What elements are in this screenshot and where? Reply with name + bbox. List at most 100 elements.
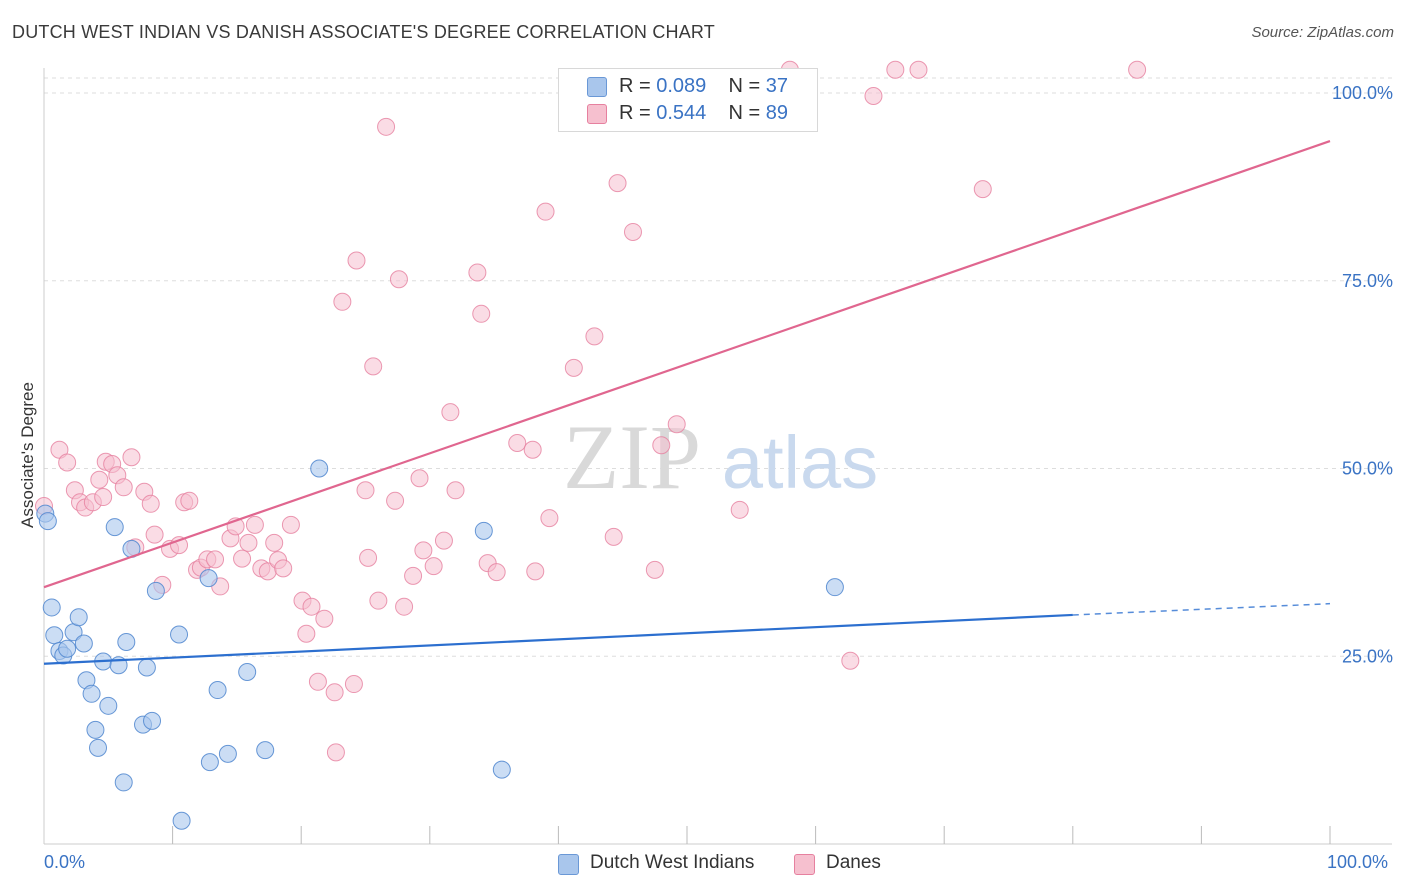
danes-point xyxy=(1128,60,1147,79)
danes-point xyxy=(356,481,375,500)
danes-point xyxy=(608,174,627,193)
dutch-west-indians-point xyxy=(105,518,124,537)
dutch-west-indians-point xyxy=(114,773,133,792)
danes-point xyxy=(472,304,491,323)
danes-point xyxy=(315,609,334,628)
danes-point xyxy=(667,415,686,434)
danes-point xyxy=(377,117,396,136)
dutch-west-indians-point xyxy=(238,663,257,682)
axes xyxy=(43,68,1392,845)
danes-point xyxy=(325,683,344,702)
danes-point xyxy=(909,60,928,79)
danes-point xyxy=(180,491,199,510)
bottom-legend-swatch-pink xyxy=(794,854,815,875)
dutch-west-indians-point xyxy=(310,459,329,478)
legend-r-label: R = xyxy=(619,102,657,124)
danes-point xyxy=(233,549,252,568)
danes-point xyxy=(864,87,883,106)
dutch-west-indians-point xyxy=(58,639,77,658)
y-axis-title: Associate's Degree xyxy=(18,382,37,528)
danes-point xyxy=(114,478,133,497)
danes-point xyxy=(487,563,506,582)
danes-point xyxy=(446,481,465,500)
watermark-atlas: atlas xyxy=(722,421,878,504)
dutch-west-indians-point xyxy=(172,811,191,830)
danes-point xyxy=(414,541,433,560)
y-tick-label: 50.0% xyxy=(1342,459,1393,479)
dutch-west-indians-points xyxy=(36,459,844,830)
legend-text: R = 0.089 N = 37 xyxy=(619,75,788,98)
dutch-west-indians-point xyxy=(218,744,237,763)
legend-swatch-pink xyxy=(587,104,607,124)
danes-point xyxy=(395,597,414,616)
danes-point xyxy=(369,591,388,610)
dutch-west-indians-point xyxy=(99,696,118,715)
danes-point xyxy=(404,566,423,585)
legend-n-label: N = xyxy=(728,75,766,97)
bottom-legend-label: Dutch West Indians xyxy=(590,852,755,873)
danes-point xyxy=(526,562,545,581)
danes-point xyxy=(141,494,160,513)
legend-r-value: 0.544 xyxy=(656,102,707,124)
danes-point xyxy=(344,675,363,694)
danes-point xyxy=(604,527,623,546)
danes-point xyxy=(523,440,542,459)
trend-lines xyxy=(43,140,1331,665)
legend-n-value: 37 xyxy=(765,75,789,97)
danes-point xyxy=(540,509,559,528)
y-tick-labels: 25.0% 50.0% 75.0% 100.0% xyxy=(1332,83,1393,666)
dutch-west-indians-trend-extension xyxy=(1072,602,1331,616)
dutch-west-indians-point xyxy=(492,760,511,779)
dutch-west-indians-point xyxy=(137,658,156,677)
dutch-west-indians-point xyxy=(86,720,105,739)
bottom-legend-swatch-blue xyxy=(558,854,579,875)
x-axis-min-label: 0.0% xyxy=(44,852,86,872)
dutch-west-indians-point xyxy=(42,598,61,617)
danes-point xyxy=(245,515,264,534)
legend-n-label: N = xyxy=(728,102,766,124)
dutch-west-indians-point xyxy=(117,632,136,651)
danes-point xyxy=(386,491,405,510)
danes-point xyxy=(333,292,352,311)
danes-points xyxy=(35,60,1147,762)
danes-point xyxy=(886,60,905,79)
danes-point xyxy=(297,624,316,643)
gridlines xyxy=(44,77,1392,657)
danes-point xyxy=(645,560,664,579)
danes-point xyxy=(508,433,527,452)
dutch-west-indians-point xyxy=(170,625,189,644)
danes-point xyxy=(122,448,141,467)
dutch-west-indians-point xyxy=(89,738,108,757)
danes-point xyxy=(359,548,378,567)
legend-n-value: 89 xyxy=(765,102,789,124)
danes-point xyxy=(281,515,300,534)
danes-point xyxy=(623,222,642,241)
danes-point xyxy=(389,270,408,289)
dutch-west-indians-point xyxy=(146,581,165,600)
danes-point xyxy=(841,651,860,670)
dutch-west-indians-point xyxy=(143,711,162,730)
danes-point xyxy=(265,533,284,552)
dutch-west-indians-point xyxy=(38,512,57,531)
danes-point xyxy=(90,470,109,489)
dutch-west-indians-point xyxy=(69,608,88,627)
danes-point xyxy=(585,327,604,346)
danes-point xyxy=(364,357,383,376)
dutch-west-indians-point xyxy=(82,684,101,703)
dutch-west-indians-point xyxy=(474,521,493,540)
y-tick-label: 75.0% xyxy=(1342,271,1393,291)
watermark: ZIP atlas xyxy=(563,406,878,508)
danes-point xyxy=(434,531,453,550)
chart-title: DUTCH WEST INDIAN VS DANISH ASSOCIATE'S … xyxy=(12,22,716,42)
danes-point xyxy=(730,500,749,519)
legend-r-value: 0.089 xyxy=(656,75,707,97)
x-axis-max-label: 100.0% xyxy=(1327,852,1389,872)
dutch-west-indians-trend-line xyxy=(43,613,1073,665)
danes-point xyxy=(145,525,164,544)
danes-point xyxy=(94,488,113,507)
danes-point xyxy=(347,251,366,270)
danes-point xyxy=(564,358,583,377)
danes-point xyxy=(652,436,671,455)
danes-point xyxy=(536,202,555,221)
